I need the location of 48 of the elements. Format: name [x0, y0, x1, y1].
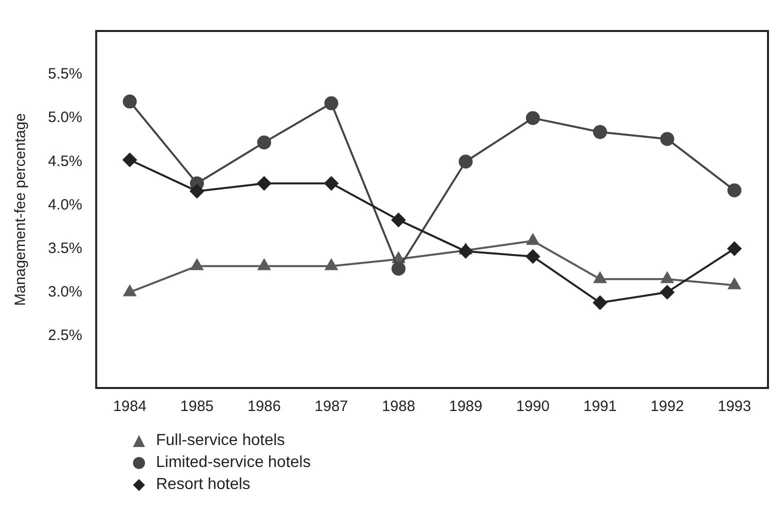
y-axis-title: Management-fee percentage — [12, 113, 30, 306]
y-tick-label: 5.0% — [48, 109, 82, 126]
x-tick-label: 1993 — [718, 398, 752, 416]
legend-label: Full-service hotels — [156, 431, 285, 451]
point — [594, 272, 606, 284]
x-tick-label: 1987 — [314, 398, 348, 416]
point — [325, 259, 338, 270]
point — [257, 135, 272, 150]
y-tick-label: 4.5% — [48, 152, 82, 170]
point — [392, 212, 406, 227]
y-tick-label: 2.5% — [48, 326, 82, 344]
y-tick-label: 4.0% — [48, 196, 82, 214]
point — [727, 183, 742, 198]
point — [324, 96, 338, 110]
point — [392, 262, 406, 276]
point — [122, 152, 137, 167]
x-tick-label: 1985 — [180, 398, 214, 416]
point — [257, 176, 272, 190]
point — [728, 278, 741, 290]
point — [661, 272, 674, 284]
y-tick-label: 3.0% — [48, 283, 82, 300]
point — [258, 259, 270, 270]
point — [593, 296, 608, 310]
point — [526, 250, 540, 264]
x-tick-label: 1989 — [449, 398, 482, 416]
point — [593, 125, 608, 140]
x-tick-label: 1990 — [516, 398, 550, 416]
legend-label: Resort hotels — [156, 475, 250, 495]
point — [727, 242, 742, 256]
x-tick-label: 1988 — [382, 398, 416, 416]
x-tick-label: 1992 — [650, 398, 684, 416]
point — [660, 132, 674, 146]
point — [190, 259, 204, 270]
y-tick-label: 3.5% — [48, 240, 82, 257]
point — [122, 94, 137, 109]
point — [526, 111, 540, 126]
x-tick-label: 1984 — [113, 398, 146, 416]
x-tick-label: 1986 — [247, 398, 281, 416]
y-tick-label: 5.5% — [48, 66, 82, 83]
point — [660, 285, 674, 300]
legend-label: Limited-service hotels — [156, 453, 311, 473]
point — [324, 176, 338, 190]
x-tick-label: 1991 — [583, 398, 617, 416]
point — [526, 234, 540, 245]
point — [458, 154, 473, 169]
point — [458, 244, 473, 258]
point — [190, 184, 204, 198]
point — [124, 285, 136, 296]
